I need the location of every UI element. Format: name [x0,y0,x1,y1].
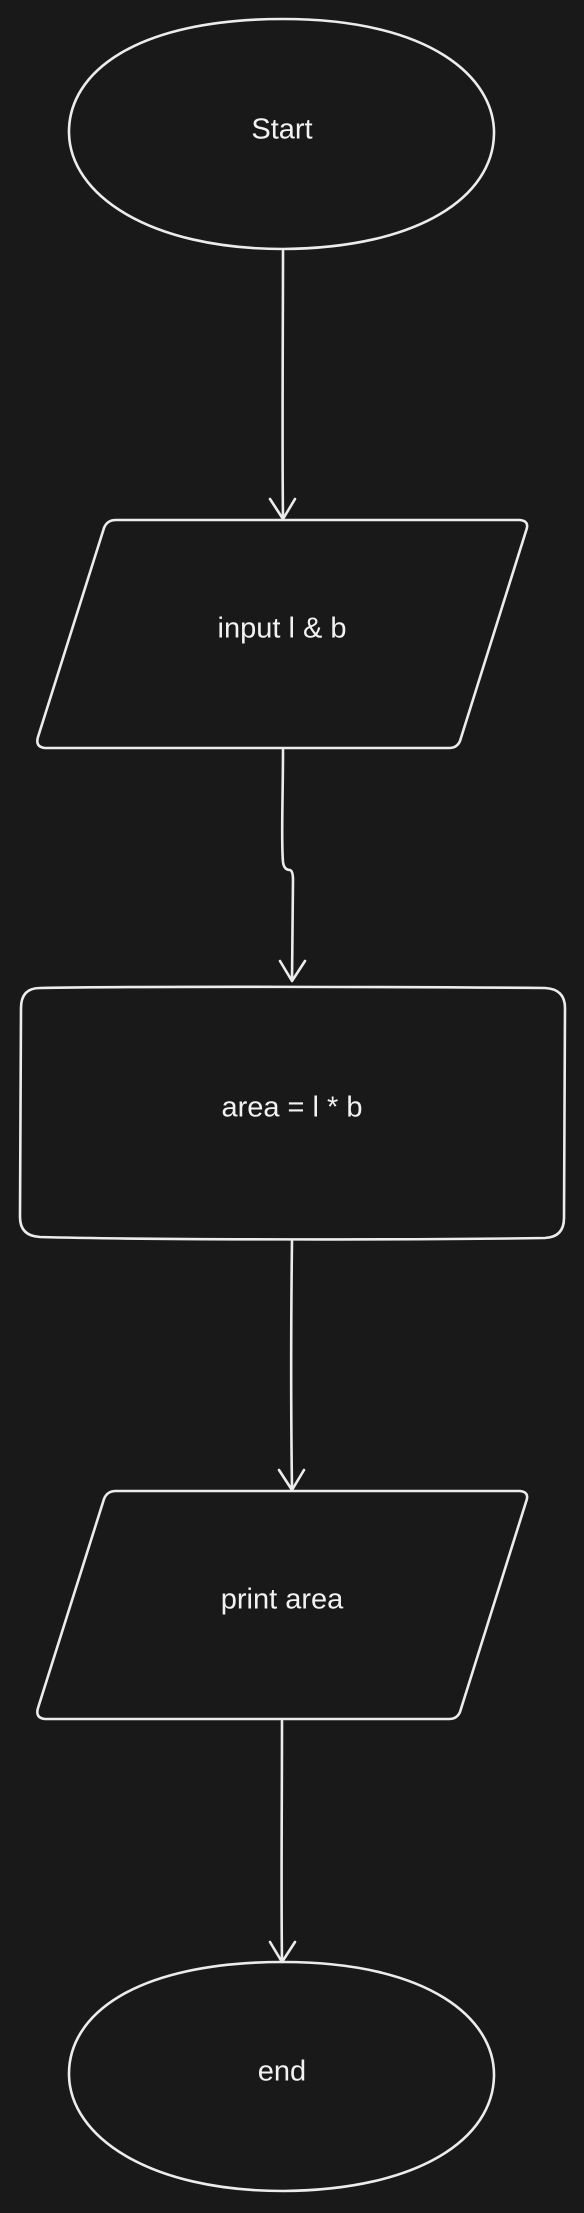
output-node-shape [36,1489,529,1721]
end-node-shape [67,1960,496,2193]
edge-process-to-output-line [289,1239,294,1491]
start-node[interactable]: Start [67,17,496,251]
end-node[interactable]: end [67,1960,496,2193]
edge-output-to-end [268,1719,297,1964]
input-node-label: input l & b [218,613,347,645]
edge-input-to-process-line [280,748,295,982]
edge-input-to-process [278,748,307,983]
end-node-label: end [258,2056,306,2088]
process-node[interactable]: area = l * b [18,985,567,1241]
input-node-shape [36,518,529,750]
edge-process-to-output [277,1239,306,1492]
output-node[interactable]: print area [36,1489,529,1721]
edge-start-to-input [268,249,297,521]
input-node[interactable]: input l & b [36,518,529,750]
process-node-shape [18,985,567,1241]
start-node-label: Start [251,114,312,146]
start-node-shape [67,17,496,251]
process-node-label: area = l * b [221,1092,362,1124]
edge-input-to-process-arrowhead [278,959,307,983]
output-node-label: print area [221,1584,344,1616]
